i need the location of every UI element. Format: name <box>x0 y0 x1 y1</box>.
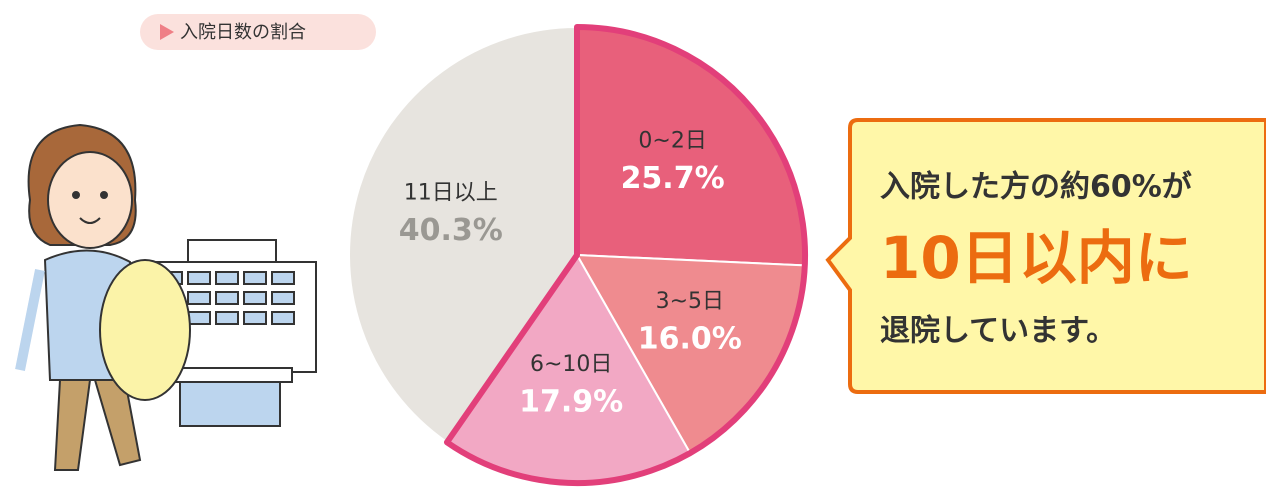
chart: 入院日数の割合 入院した方の約60%が 10日以内に 退院しています。 0~2日… <box>0 0 1266 490</box>
slice-value-label: 17.9% <box>519 385 623 420</box>
callout-emphasis: 10日以内に <box>880 224 1193 292</box>
callout-line: 入院した方の約60%が <box>880 170 1192 205</box>
slice-value-label: 16.0% <box>638 321 742 356</box>
slice-value-label: 25.7% <box>621 161 725 196</box>
slice-value-label: 40.3% <box>399 213 503 248</box>
woman-illustration <box>20 125 190 470</box>
callout: 入院した方の約60%が 10日以内に 退院しています。 <box>828 120 1266 392</box>
slice-category-label: 0~2日 <box>638 129 706 154</box>
chart-title: 入院日数の割合 <box>180 22 306 43</box>
slice-category-label: 3~5日 <box>656 289 724 314</box>
slice-category-label: 11日以上 <box>404 180 498 205</box>
callout-line: 退院しています。 <box>880 314 1116 349</box>
slice-category-label: 6~10日 <box>530 352 612 377</box>
